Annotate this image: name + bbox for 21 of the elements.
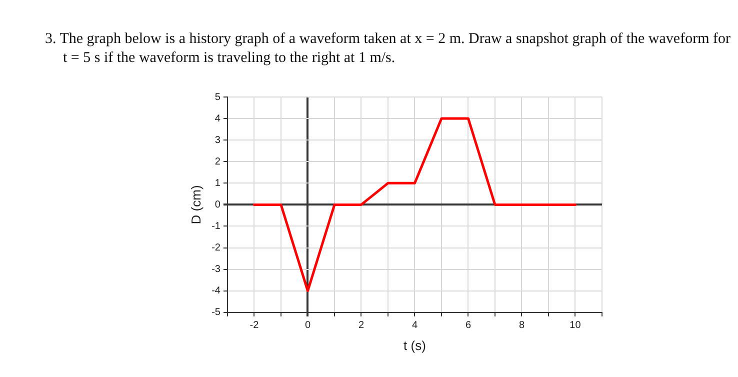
x-tick-label: -2 [250,320,260,332]
x-tick-label: 2 [358,320,364,332]
chart-title: 3. The graph below is a history graph of a waveform taken at x = 2 m. Draw a snapshot graph of the waveform for t = 5 s if the waveform is traveling to the right at 1 m/s. [45,30,732,68]
y-tick-label: 5 [214,92,221,103]
y-tick-label: -2 [212,242,221,254]
x-axis-title: t (s) [404,338,426,353]
y-tick-label: 4 [214,113,221,124]
x-tick-label: 10 [570,320,582,332]
y-tick-label: 3 [214,134,221,146]
y-tick-label: -5 [212,307,221,318]
y-tick-label: -3 [212,264,221,276]
y-tick-label: -4 [212,286,221,297]
y-axis-title: D (cm) [188,185,204,224]
x-tick-label: 4 [412,320,418,332]
x-tick-label: 8 [518,320,525,332]
y-tick-label: -1 [212,220,221,232]
x-tick-label: 0 [304,320,311,332]
y-tick-label: 2 [214,156,221,168]
x-tick-label: 6 [465,320,472,332]
y-tick-label: 1 [214,178,221,189]
y-tick-label: 0 [214,199,221,210]
